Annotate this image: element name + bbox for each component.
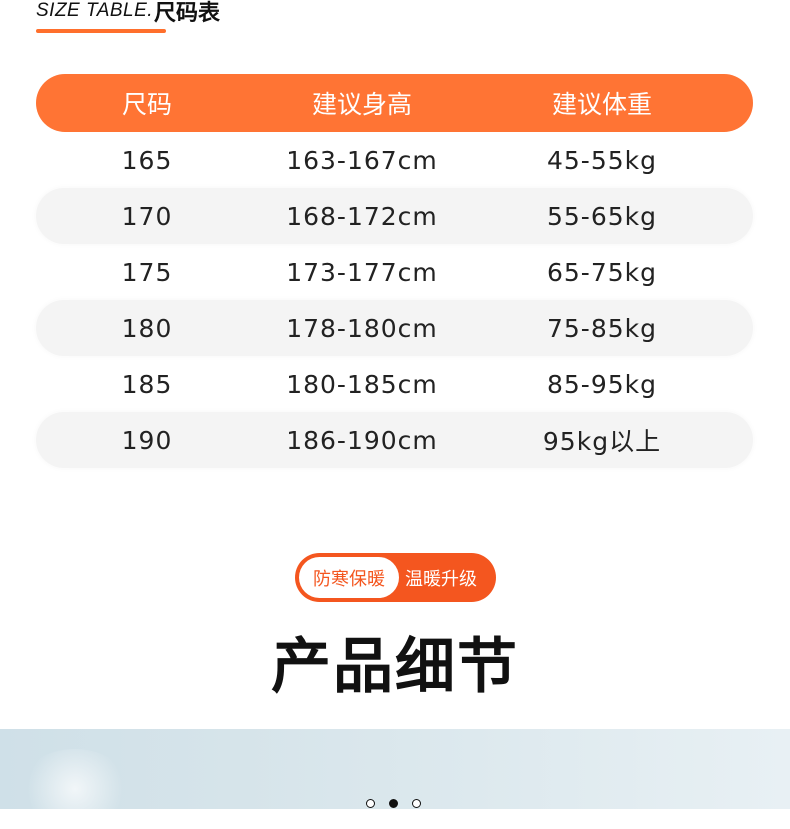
size-cell: 175: [121, 257, 173, 287]
size-cell: 180: [121, 313, 173, 343]
title-cn: 尺码表: [154, 1, 221, 26]
table-row: 180 178-180cm 75-85kg: [36, 300, 753, 356]
title-underline: [36, 29, 166, 33]
weight-cell: 95kg以上: [542, 427, 662, 456]
weight-cell: 65-75kg: [547, 257, 657, 287]
weight-cell: 75-85kg: [547, 313, 657, 343]
height-cell: 180-185cm: [286, 369, 438, 399]
table-row: 175 173-177cm 65-75kg: [36, 244, 753, 300]
badge-right-label: 温暖升级: [405, 568, 477, 590]
carousel-dot-3[interactable]: [412, 799, 421, 808]
weight-cell: 85-95kg: [547, 369, 657, 399]
size-cell: 190: [121, 425, 173, 455]
product-photo: [0, 729, 790, 829]
size-table: 尺码 建议身高 建议体重 165 163-167cm 45-55kg 170 168-1…: [36, 74, 753, 468]
height-cell: 178-180cm: [286, 313, 438, 343]
carousel-dot-1[interactable]: [366, 799, 375, 808]
weight-cell: 45-55kg: [547, 145, 657, 175]
size-cell: 165: [121, 145, 173, 175]
table-header: 尺码 建议身高 建议体重: [36, 74, 753, 132]
feature-badge: 防寒保暖 温暖升级: [295, 553, 496, 602]
badge-left-label: 防寒保暖: [299, 557, 399, 598]
column-header-height: 建议身高: [311, 90, 412, 119]
table-row: 170 168-172cm 55-65kg: [36, 188, 753, 244]
height-cell: 186-190cm: [286, 425, 438, 455]
height-cell: 173-177cm: [286, 257, 438, 287]
weight-cell: 55-65kg: [547, 201, 657, 231]
size-cell: 170: [121, 201, 173, 231]
carousel-dots: [366, 799, 421, 808]
table-row: 190 186-190cm 95kg以上: [36, 412, 753, 468]
column-header-weight: 建议体重: [551, 90, 652, 119]
cloud-decoration: [20, 749, 130, 829]
table-row: 185 180-185cm 85-95kg: [36, 356, 753, 412]
height-cell: 163-167cm: [286, 145, 438, 175]
size-cell: 185: [121, 369, 173, 399]
title-en: SIZE TABLE.: [36, 0, 154, 21]
section-title: 产品细节: [271, 632, 519, 702]
height-cell: 168-172cm: [286, 201, 438, 231]
column-header-size: 尺码: [121, 90, 172, 119]
carousel-dot-2[interactable]: [389, 799, 398, 808]
table-row: 165 163-167cm 45-55kg: [36, 132, 753, 188]
